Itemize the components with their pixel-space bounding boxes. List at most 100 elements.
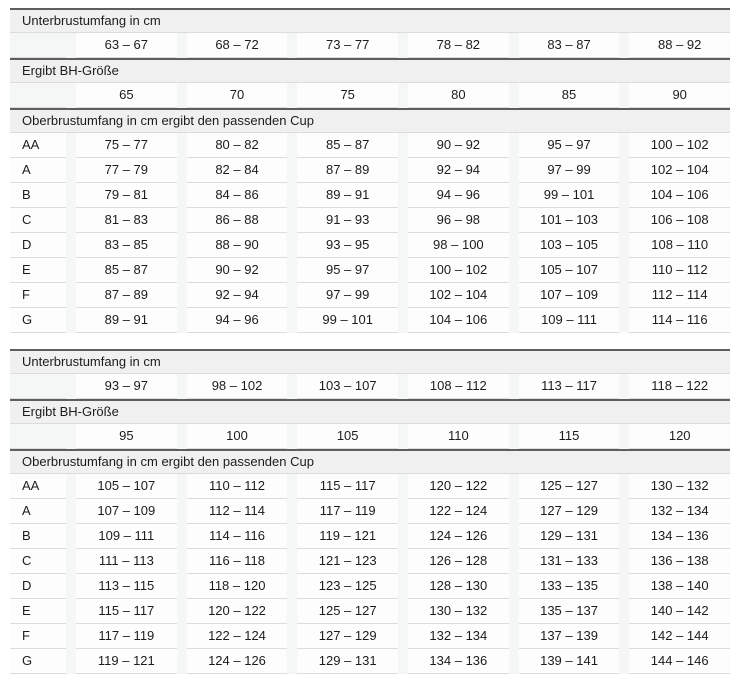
value-cell: 120	[629, 424, 731, 449]
value-cell: 133 – 135	[518, 574, 620, 599]
table-row: A 107 – 109 112 – 114 117 – 119 122 – 124 127…	[10, 499, 731, 524]
value-cell: 83 – 85	[76, 233, 177, 258]
value-cell: 87 – 89	[297, 158, 399, 183]
table-row: B 79 – 81 84 – 86 89 – 91 94 – 96 99 – 101 104…	[10, 183, 731, 208]
cup-label-cell: E	[10, 599, 66, 624]
section-header: Ergibt BH-Größe	[10, 399, 730, 424]
value-cell: 99 – 101	[297, 308, 399, 333]
value-cell: 85 – 87	[297, 133, 399, 158]
value-cell: 78 – 82	[408, 33, 509, 58]
value-cell: 116 – 118	[186, 549, 288, 574]
empty-cell	[10, 424, 66, 449]
table-row: AA 75 – 77 80 – 82 85 – 87 90 – 92 95 – 97 100…	[10, 133, 731, 158]
value-cell: 110 – 112	[629, 258, 731, 283]
value-cell: 119 – 121	[76, 649, 177, 674]
value-cell: 106 – 108	[629, 208, 731, 233]
size-table-1: Unterbrustumfang in cm 63 – 67 68 – 72 73 –…	[10, 8, 731, 333]
table-row: D 113 – 115 118 – 120 123 – 125 128 – 130 133…	[10, 574, 731, 599]
value-cell: 88 – 90	[186, 233, 288, 258]
value-cell: 110 – 112	[186, 474, 288, 499]
value-cell: 85 – 87	[76, 258, 177, 283]
value-cell: 99 – 101	[518, 183, 620, 208]
value-cell: 84 – 86	[186, 183, 288, 208]
table-row: 95 100 105 110 115 120	[10, 424, 731, 449]
value-cell: 86 – 88	[186, 208, 288, 233]
value-cell: 98 – 102	[186, 374, 288, 399]
cup-label-cell: G	[10, 649, 66, 674]
value-cell: 112 – 114	[629, 283, 731, 308]
value-cell: 81 – 83	[76, 208, 177, 233]
value-cell: 134 – 136	[408, 649, 509, 674]
value-cell: 92 – 94	[186, 283, 288, 308]
value-cell: 122 – 124	[186, 624, 288, 649]
value-cell: 103 – 107	[297, 374, 399, 399]
value-cell: 129 – 131	[297, 649, 399, 674]
value-cell: 108 – 112	[408, 374, 509, 399]
section-header: Unterbrustumfang in cm	[10, 8, 730, 33]
value-cell: 95 – 97	[518, 133, 620, 158]
value-cell: 114 – 116	[186, 524, 288, 549]
value-cell: 114 – 116	[629, 308, 731, 333]
value-cell: 130 – 132	[408, 599, 509, 624]
value-cell: 137 – 139	[518, 624, 620, 649]
value-cell: 115 – 117	[76, 599, 177, 624]
value-cell: 115 – 117	[297, 474, 399, 499]
value-cell: 124 – 126	[186, 649, 288, 674]
cup-label-cell: G	[10, 308, 66, 333]
cup-label-cell: B	[10, 524, 66, 549]
table-row: AA 105 – 107 110 – 112 115 – 117 120 – 122 12…	[10, 474, 731, 499]
value-cell: 121 – 123	[297, 549, 399, 574]
value-cell: 142 – 144	[629, 624, 731, 649]
value-cell: 101 – 103	[518, 208, 620, 233]
value-cell: 63 – 67	[76, 33, 177, 58]
value-cell: 108 – 110	[629, 233, 731, 258]
table-row: C 111 – 113 116 – 118 121 – 123 126 – 128 131…	[10, 549, 731, 574]
table-row: E 115 – 117 120 – 122 125 – 127 130 – 132 135…	[10, 599, 731, 624]
value-cell: 123 – 125	[297, 574, 399, 599]
table-row: 93 – 97 98 – 102 103 – 107 108 – 112 113 – 1…	[10, 374, 731, 399]
value-cell: 105 – 107	[76, 474, 177, 499]
value-cell: 113 – 115	[76, 574, 177, 599]
table-row: B 109 – 111 114 – 116 119 – 121 124 – 126 129…	[10, 524, 731, 549]
cup-label-cell: AA	[10, 474, 66, 499]
value-cell: 105 – 107	[518, 258, 620, 283]
value-cell: 127 – 129	[518, 499, 620, 524]
value-cell: 73 – 77	[297, 33, 399, 58]
value-cell: 77 – 79	[76, 158, 177, 183]
value-cell: 110	[408, 424, 509, 449]
value-cell: 68 – 72	[186, 33, 288, 58]
cup-label-cell: E	[10, 258, 66, 283]
cup-label-cell: C	[10, 549, 66, 574]
value-cell: 93 – 95	[297, 233, 399, 258]
table-row: A 77 – 79 82 – 84 87 – 89 92 – 94 97 – 99 102 …	[10, 158, 731, 183]
value-cell: 128 – 130	[408, 574, 509, 599]
value-cell: 90 – 92	[408, 133, 509, 158]
size-table-2: Unterbrustumfang in cm 93 – 97 98 – 102 103…	[10, 349, 731, 674]
value-cell: 93 – 97	[76, 374, 177, 399]
value-cell: 94 – 96	[186, 308, 288, 333]
value-cell: 144 – 146	[629, 649, 731, 674]
value-cell: 90 – 92	[186, 258, 288, 283]
value-cell: 87 – 89	[76, 283, 177, 308]
value-cell: 129 – 131	[518, 524, 620, 549]
empty-cell	[10, 374, 66, 399]
value-cell: 97 – 99	[297, 283, 399, 308]
table-row: G 89 – 91 94 – 96 99 – 101 104 – 106 109 – 11…	[10, 308, 731, 333]
value-cell: 112 – 114	[186, 499, 288, 524]
cup-label-cell: A	[10, 158, 66, 183]
cup-label-cell: A	[10, 499, 66, 524]
section-header: Oberbrustumfang in cm ergibt den passend…	[10, 449, 730, 474]
cup-label-cell: F	[10, 283, 66, 308]
value-cell: 120 – 122	[186, 599, 288, 624]
value-cell: 80	[408, 83, 509, 108]
value-cell: 109 – 111	[76, 524, 177, 549]
value-cell: 117 – 119	[76, 624, 177, 649]
value-cell: 125 – 127	[518, 474, 620, 499]
value-cell: 109 – 111	[518, 308, 620, 333]
value-cell: 122 – 124	[408, 499, 509, 524]
table-row: C 81 – 83 86 – 88 91 – 93 96 – 98 101 – 103 10…	[10, 208, 731, 233]
value-cell: 83 – 87	[518, 33, 620, 58]
section-header: Oberbrustumfang in cm ergibt den passend…	[10, 108, 730, 133]
value-cell: 88 – 92	[629, 33, 731, 58]
value-cell: 102 – 104	[629, 158, 731, 183]
